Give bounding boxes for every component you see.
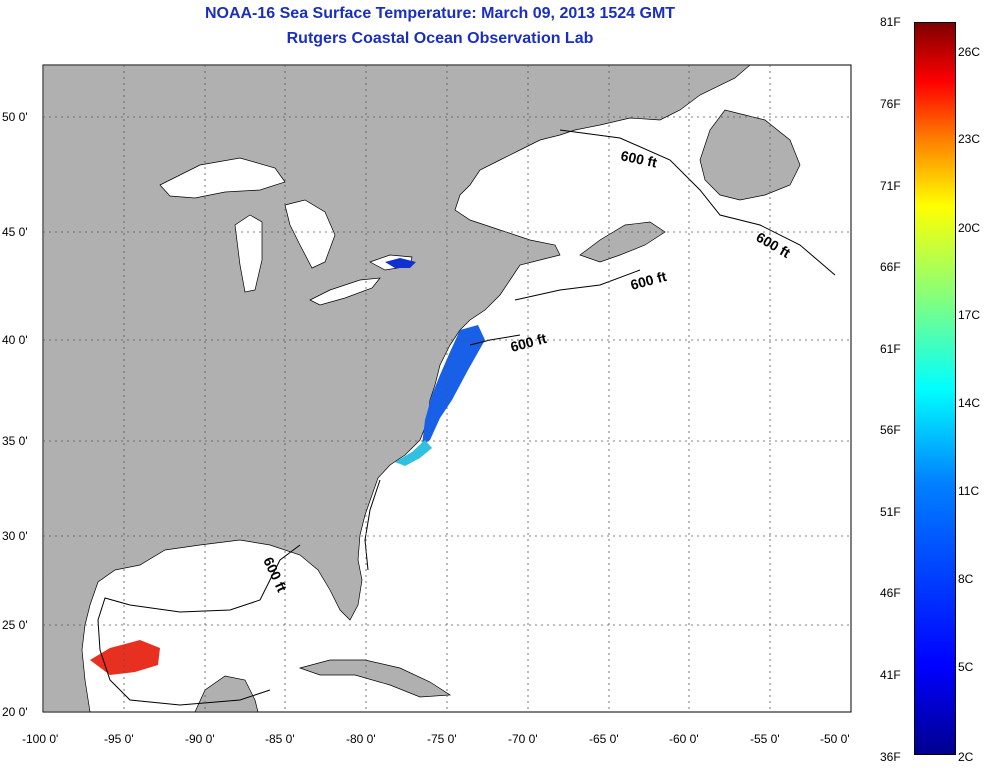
lon-label-75: -75 0' [427,732,457,746]
cbar-c-26: 26C [958,45,981,59]
lon-label-50: -50 0' [820,732,850,746]
sst-gulf-warm [90,640,160,675]
sst-ontario [385,258,416,268]
lat-label-30: 30 0' [2,529,28,543]
lat-label-40: 40 0' [2,333,28,347]
lat-label-50: 50 0' [2,110,28,124]
lake-michigan [234,214,263,293]
sst-nc-shelf [395,440,432,466]
cbar-c-14: 14C [958,396,981,410]
lon-label-85: -85 0' [265,732,295,746]
lake-erie [309,277,381,306]
land-north-america [42,64,751,713]
cbar-c-5: 5C [958,660,974,674]
lon-label-95: -95 0' [104,732,134,746]
lon-label-100: -100 0' [22,732,59,746]
sst-mid-atlantic [422,325,485,445]
lon-label-55: -55 0' [750,732,780,746]
contour-600ft [97,129,836,706]
cbar-f-71: 71F [880,179,901,193]
lat-label-25: 25 0' [2,618,28,632]
map-title: NOAA-16 Sea Surface Temperature: March 0… [204,5,676,22]
lake-superior [159,157,286,199]
cbar-c-23: 23C [958,132,981,146]
cbar-f-81: 81F [880,15,901,29]
cbar-c-17: 17C [958,308,981,322]
cbar-f-66: 66F [880,260,901,274]
lat-label-45: 45 0' [2,225,28,239]
cbar-f-76: 76F [880,97,901,111]
cbar-c-2: 2C [958,750,974,764]
sst-swaths [90,258,485,675]
cbar-f-36: 36F [880,750,901,764]
land-newfoundland [699,109,801,201]
lake-huron [284,199,336,269]
lon-label-70: -70 0' [508,732,538,746]
land-cuba [298,659,452,698]
lon-label-90: -90 0' [185,732,215,746]
great-lakes [159,157,413,306]
lon-label-65: -65 0' [589,732,619,746]
cbar-f-46: 46F [880,586,901,600]
lon-label-80: -80 0' [346,732,376,746]
contour-label-1: 600 ft [619,147,658,170]
lat-label-20: 20 0' [2,705,28,719]
lon-label-60: -60 0' [669,732,699,746]
cbar-f-51: 51F [880,505,901,519]
lat-label-35: 35 0' [2,434,28,448]
cbar-f-61: 61F [880,342,901,356]
grid-lines [43,65,851,712]
cbar-c-8: 8C [958,572,974,586]
cbar-f-56: 56F [880,423,901,437]
colorbar [914,22,956,755]
cbar-c-11: 11C [958,484,980,498]
cbar-f-41: 41F [880,668,901,682]
cbar-c-20: 20C [958,221,981,235]
map-subtitle: Rutgers Coastal Ocean Observation Lab [286,30,594,47]
